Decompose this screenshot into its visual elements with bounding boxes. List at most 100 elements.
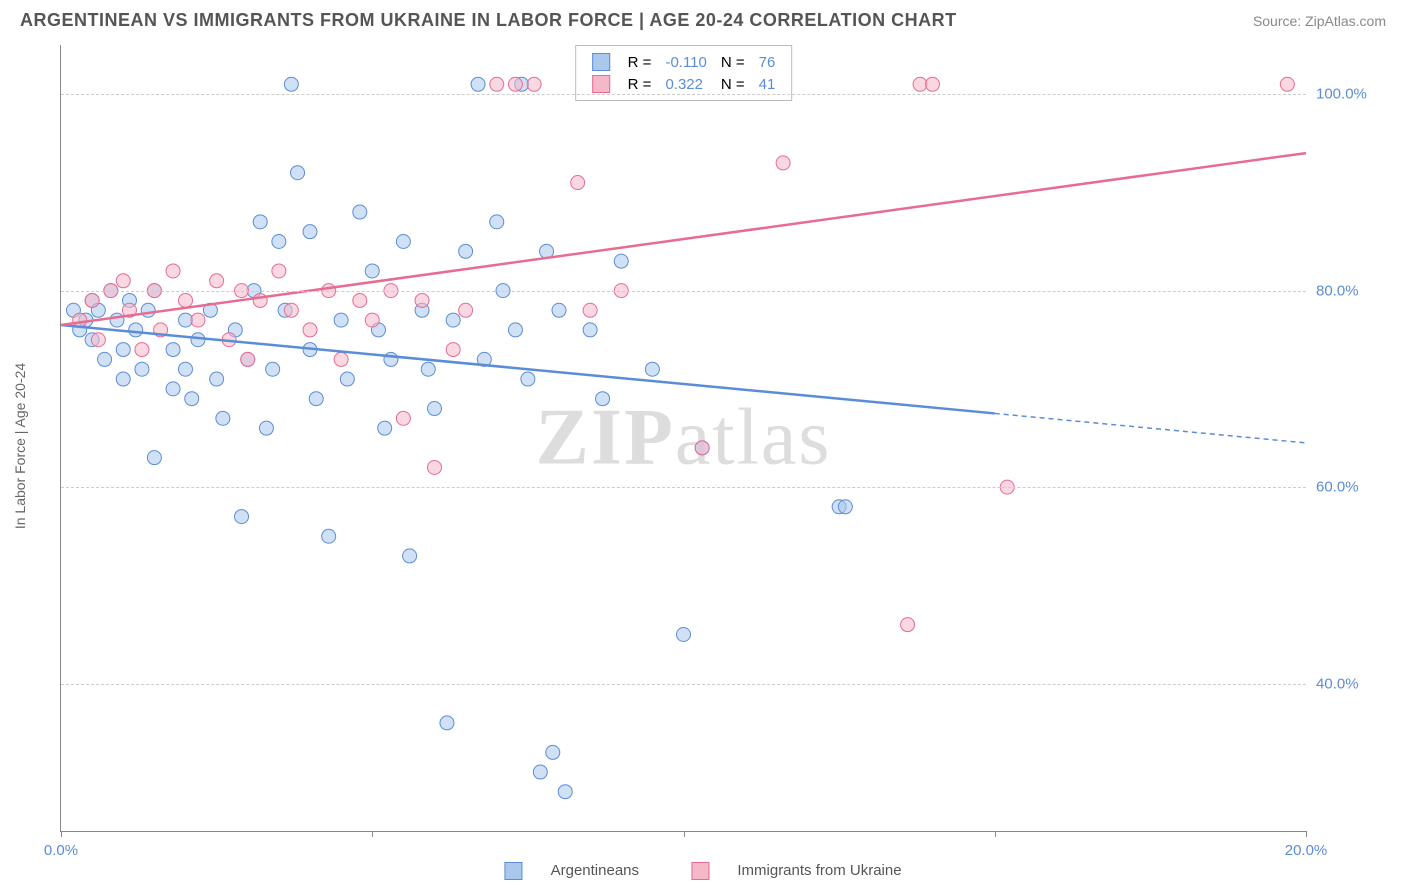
x-tick-label: 20.0% [1285,842,1328,859]
trend-line [61,153,1306,325]
x-tick-label: 0.0% [44,842,78,859]
data-point [166,382,180,396]
data-point [508,323,522,337]
data-point [147,451,161,465]
y-tick-label: 60.0% [1316,479,1386,496]
r-value: 0.322 [659,74,712,94]
chart-title: ARGENTINEAN VS IMMIGRANTS FROM UKRAINE I… [20,10,957,31]
data-point [1280,77,1294,91]
data-point [583,303,597,317]
data-point [135,343,149,357]
data-point [527,77,541,91]
legend-label: Immigrants from Ukraine [737,862,901,879]
data-point [322,529,336,543]
data-point [135,362,149,376]
data-point [533,765,547,779]
data-point [334,352,348,366]
swatch-icon [691,862,709,880]
data-point [428,460,442,474]
swatch-icon [504,862,522,880]
data-point [365,313,379,327]
data-point [85,293,99,307]
data-point [116,274,130,288]
y-axis-label: In Labor Force | Age 20-24 [12,363,28,529]
data-point [166,264,180,278]
data-point [241,352,255,366]
data-point [583,323,597,337]
data-point [838,500,852,514]
data-point [396,411,410,425]
data-point [73,313,87,327]
data-point [253,215,267,229]
source-attribution: Source: ZipAtlas.com [1253,13,1386,29]
data-point [166,343,180,357]
data-point [677,628,691,642]
data-point [490,77,504,91]
data-point [179,362,193,376]
data-point [508,77,522,91]
data-point [596,392,610,406]
n-value: 76 [753,52,782,72]
trend-line [61,325,995,413]
trend-line-extrapolated [995,413,1306,442]
data-point [403,549,417,563]
n-value: 41 [753,74,782,94]
data-point [546,745,560,759]
scatter-chart: ZIPatlas R =-0.110 N =76 R =0.322 N =41 … [60,45,1306,832]
data-point [365,264,379,278]
data-point [303,323,317,337]
data-point [459,244,473,258]
data-point [695,441,709,455]
legend-row: R =0.322 N =41 [586,74,782,94]
data-point [235,510,249,524]
data-point [490,215,504,229]
data-point [471,77,485,91]
legend-item: Immigrants from Ukraine [679,862,913,879]
swatch-icon [592,53,610,71]
data-point [378,421,392,435]
y-tick-label: 100.0% [1316,86,1386,103]
series-legend: Argentineans Immigrants from Ukraine [480,862,925,880]
data-point [185,392,199,406]
data-point [91,333,105,347]
data-point [266,362,280,376]
data-point [116,372,130,386]
legend-item: Argentineans [492,862,655,879]
plot-svg [61,45,1306,831]
r-value: -0.110 [659,52,712,72]
data-point [191,313,205,327]
data-point [384,352,398,366]
data-point [334,313,348,327]
data-point [440,716,454,730]
data-point [614,254,628,268]
data-point [776,156,790,170]
legend-label: Argentineans [551,862,639,879]
data-point [396,235,410,249]
data-point [129,323,143,337]
data-point [110,313,124,327]
data-point [521,372,535,386]
data-point [552,303,566,317]
data-point [558,785,572,799]
data-point [428,402,442,416]
data-point [98,352,112,366]
data-point [272,235,286,249]
data-point [571,176,585,190]
data-point [284,77,298,91]
data-point [272,264,286,278]
data-point [179,313,193,327]
data-point [901,618,915,632]
data-point [446,343,460,357]
data-point [141,303,155,317]
data-point [216,411,230,425]
data-point [645,362,659,376]
data-point [116,343,130,357]
legend-row: R =-0.110 N =76 [586,52,782,72]
data-point [253,293,267,307]
data-point [446,313,460,327]
data-point [926,77,940,91]
data-point [421,362,435,376]
y-tick-label: 40.0% [1316,675,1386,692]
data-point [340,372,354,386]
data-point [284,303,298,317]
